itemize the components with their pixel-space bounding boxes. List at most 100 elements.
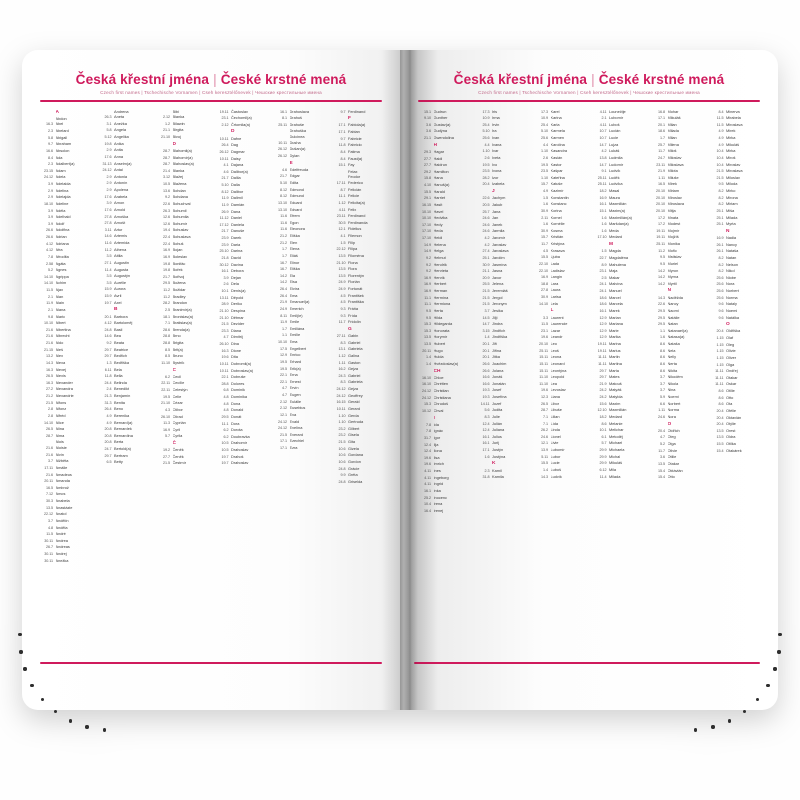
name-date: 10.11	[336, 406, 346, 411]
name-date: 4.11	[424, 475, 431, 480]
name-entry: 8.2 Nikol	[709, 268, 765, 275]
name-label: Julián	[492, 420, 503, 426]
name-entry: 21.6 Amadeus	[38, 472, 94, 479]
name-date: 26.5	[541, 401, 548, 406]
name-entry: 11.2 Athena	[97, 247, 153, 254]
name-entry: 4.9 Kazimír	[533, 188, 589, 195]
name-column: Bibi 2.12 Bianka 1.2 Bilawin 21.1 Birgita 21.10…	[155, 109, 211, 565]
name-date: 28.7	[163, 162, 170, 167]
name-date: 20.4	[482, 182, 490, 187]
name-date: 8.6	[660, 368, 665, 373]
name-label: Celie	[172, 393, 182, 399]
name-label: Eliška	[289, 233, 300, 239]
name-label: Norma	[726, 294, 738, 300]
name-entry: 11.5 Laurencie	[533, 321, 589, 328]
name-entry: 28.7 Blahoslav(a)	[155, 161, 211, 168]
name-label: Bořivoj	[172, 273, 185, 279]
name-date: 20.10	[656, 202, 665, 207]
page-header-left: Česká křestní jména | České krstné mená Cz…	[22, 50, 400, 95]
name-label: Miloš	[667, 148, 677, 154]
name-date: 10.1	[221, 289, 229, 294]
name-label: Apolena	[114, 187, 129, 193]
name-entry: 1.7 Emiliána	[272, 326, 328, 333]
name-label: Mariana	[609, 321, 623, 327]
name-label: Marta	[609, 367, 619, 373]
name-label: Gwendolina	[433, 135, 454, 141]
name-date: 15.5	[541, 255, 548, 260]
name-entry: 1.5 Filip	[331, 240, 387, 247]
name-label: Gerard	[348, 405, 360, 411]
name-label: Nikita	[667, 367, 678, 373]
name-entry: 20.1 Jitka	[475, 354, 531, 361]
name-label: Aloisie	[55, 445, 67, 451]
name-date: 19.6	[424, 455, 431, 460]
name-label: Bea	[114, 333, 121, 339]
name-date: 24.3	[338, 373, 346, 378]
name-date: 26.12	[278, 153, 287, 158]
name-entry: 24.12 Evald	[272, 419, 328, 426]
name-date: 10.4	[716, 149, 724, 154]
name-label: Myrta	[726, 221, 736, 227]
name-label: Hedy	[433, 221, 443, 227]
name-label: Gizela	[348, 445, 359, 451]
name-label: Ferdinand	[348, 213, 366, 219]
name-label: Alfons	[55, 399, 67, 405]
name-entry: 2.12 Črtomila(a)	[214, 122, 270, 129]
name-entry: 3.6 Otilie	[650, 454, 706, 461]
name-entry: 26.4 Beno	[97, 406, 153, 413]
name-label: Jarmila	[492, 228, 505, 234]
name-date: 16.9	[163, 254, 170, 259]
alphabet-letter-heading: E	[272, 160, 328, 167]
name-label: Andělín	[55, 517, 69, 523]
name-entry: 9.9 Gréta	[331, 472, 387, 479]
name-label: Norma	[667, 407, 680, 413]
name-entry: 23.11 Ferdinand	[331, 213, 387, 220]
name-entry: 26.4 Ema	[272, 293, 328, 300]
name-label: Dela	[231, 281, 239, 287]
name-entry: 8.3 Gabriela	[331, 379, 387, 386]
name-entry: 16.4 Irenej	[416, 508, 472, 515]
name-label: Dalibor	[231, 188, 244, 194]
name-date: 3.6	[660, 455, 665, 460]
name-label: Athena	[114, 246, 127, 252]
name-entry: 4.1 Dajana	[214, 162, 270, 169]
name-entry: 9.3 Frída	[331, 313, 387, 320]
name-entry: 24.12 Geoffrey	[331, 393, 387, 400]
name-date: 1.2	[165, 121, 170, 126]
name-label: Karla	[550, 121, 560, 127]
name-entry: 16.15 Gerald	[331, 399, 387, 406]
name-date: 10.6	[338, 459, 346, 464]
name-date: 13.5	[338, 267, 346, 272]
name-date: 4.1	[340, 234, 346, 239]
name-date: 18.2	[599, 189, 607, 194]
name-date: 10.10	[422, 216, 431, 221]
name-entry: 8.6 Nela	[650, 348, 706, 355]
name-entry: 17.12 Daniela	[214, 222, 270, 229]
name-entry: 19.8 Bonifác	[155, 261, 211, 268]
name-date: 1.4	[484, 335, 490, 340]
name-date: 21.7	[280, 174, 287, 179]
name-date: 27.7	[424, 163, 431, 168]
name-entry: 25.4 Karla	[533, 122, 589, 129]
name-date: 2.12	[280, 399, 287, 404]
name-date: 17.1	[482, 448, 490, 453]
name-label: Karmela	[550, 128, 565, 134]
name-entry: 19.11 Častoslav	[214, 109, 270, 116]
name-date: 12.10	[597, 408, 607, 413]
name-entry: 20.11 Amanda	[38, 478, 94, 485]
letter-label: H	[433, 142, 437, 148]
name-entry: 24.12 Antal	[97, 167, 153, 174]
name-label: Miloda	[726, 181, 738, 187]
name-date: 18.6	[599, 302, 607, 307]
name-label: Iris	[492, 108, 498, 114]
name-label: Artemis	[114, 233, 128, 239]
name-date: 3.1	[106, 121, 112, 126]
name-label: Jakub	[492, 201, 503, 207]
name-date: 11.10	[539, 375, 548, 380]
name-label: Izor	[492, 174, 499, 180]
name-label: Fabiola(a)	[348, 122, 366, 128]
name-label: Brno	[172, 333, 181, 339]
name-date: 28.8	[221, 381, 229, 386]
name-entry: 25.1 Milada	[709, 215, 765, 222]
name-label: Kasián	[550, 154, 563, 160]
